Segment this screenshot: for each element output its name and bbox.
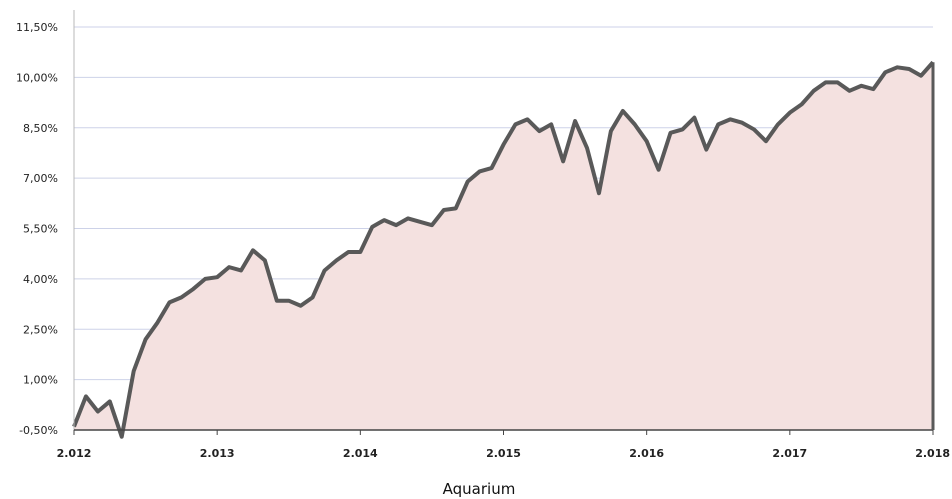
series-line xyxy=(72,60,935,439)
x-tick-labels: 2.012 2.013 2.014 2.015 2.016 2.017 2.018 xyxy=(57,447,950,460)
y-tick-label: 4,00% xyxy=(23,273,58,286)
y-tick-label: 11,50% xyxy=(16,21,58,34)
axes xyxy=(73,10,935,435)
area-fill xyxy=(74,62,933,437)
x-tick-label: 2.012 xyxy=(57,447,92,460)
y-tick-label: 2,50% xyxy=(23,323,58,336)
y-tick-label: 1,00% xyxy=(23,374,58,387)
y-tick-labels: -0,50% 1,00% 2,50% 4,00% 5,50% 7,00% 8,50% 10,0… xyxy=(16,21,58,437)
x-tick-label: 2.014 xyxy=(343,447,378,460)
y-tick-label: 10,00% xyxy=(16,71,58,84)
x-tick-label: 2.013 xyxy=(200,447,235,460)
x-tick-label: 2.015 xyxy=(486,447,521,460)
y-tick-label: -0,50% xyxy=(19,424,58,437)
area-fill-layer xyxy=(72,60,935,439)
y-tick-label: 7,00% xyxy=(23,172,58,185)
y-tick-label: 8,50% xyxy=(23,122,58,135)
x-tick-label: 2.016 xyxy=(629,447,664,460)
x-tick-label: 2.017 xyxy=(772,447,807,460)
x-axis-label: Aquarium xyxy=(443,480,516,498)
y-tick-label: 5,50% xyxy=(23,223,58,236)
x-tick-label: 2.018 xyxy=(915,447,950,460)
